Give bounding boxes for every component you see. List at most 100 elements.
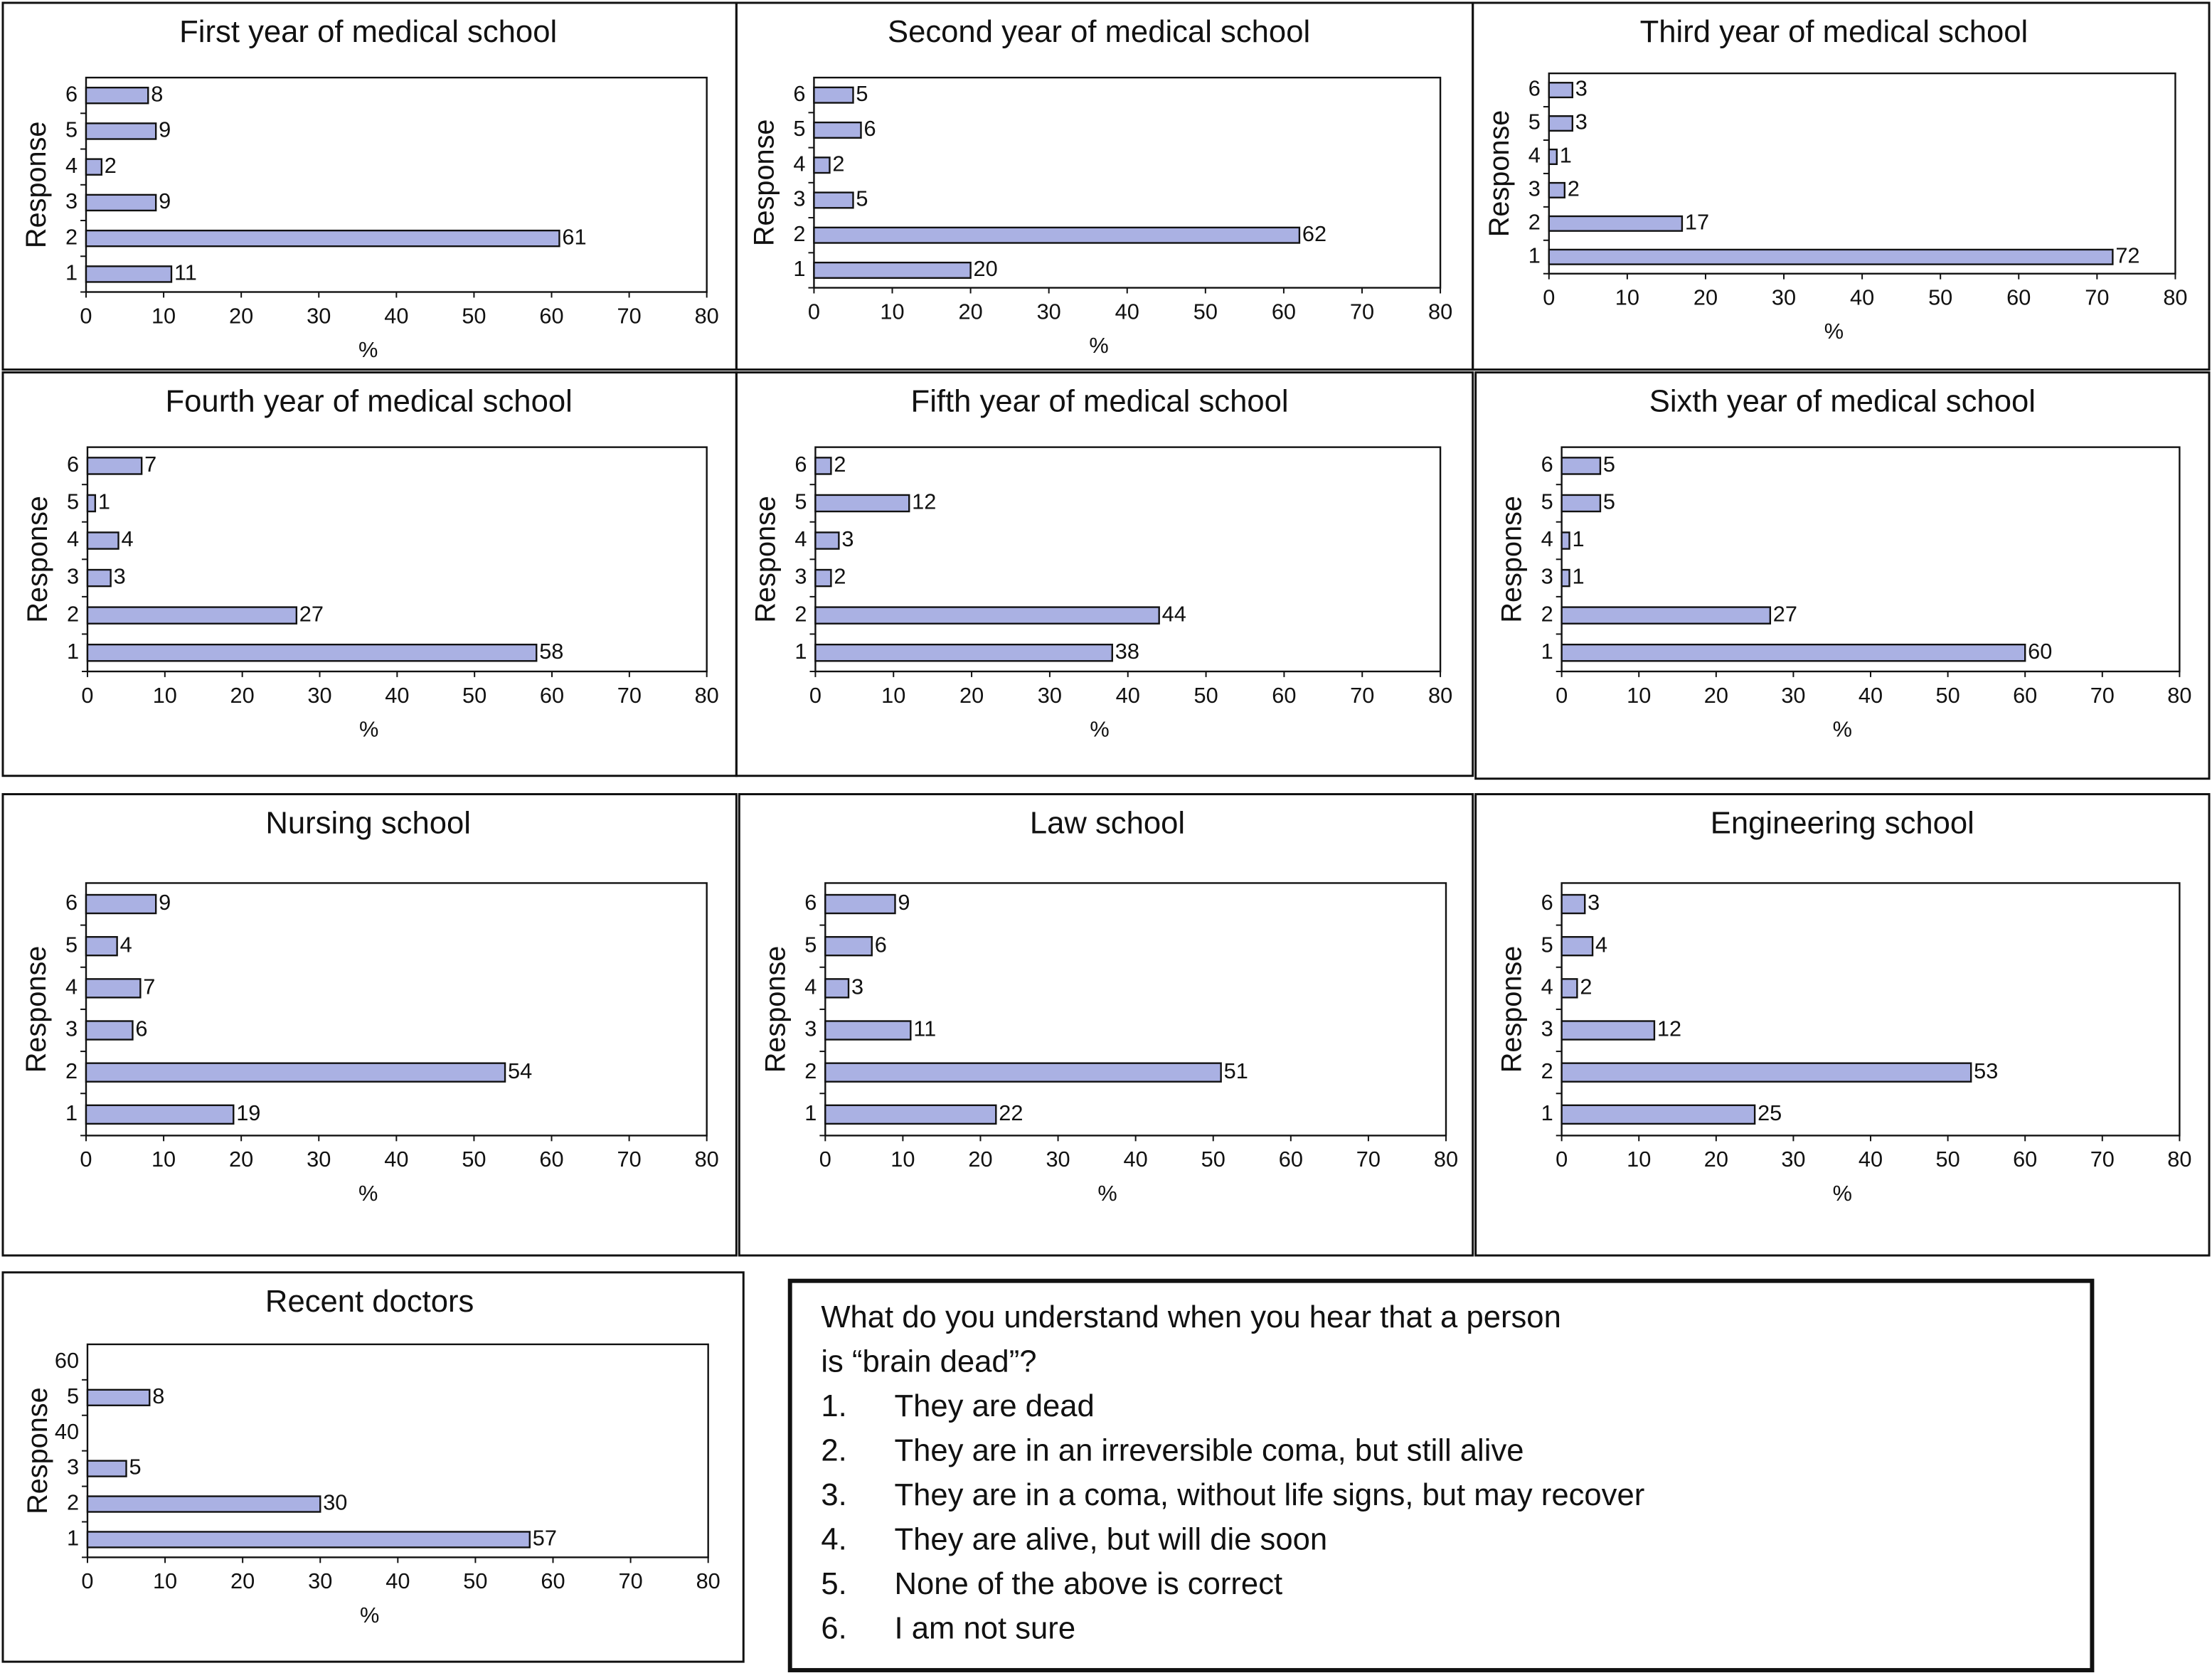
x-tick-label: 60 bbox=[1279, 1147, 1303, 1172]
x-tick-label: 70 bbox=[2085, 285, 2109, 310]
value-label: 4 bbox=[1595, 932, 1607, 957]
option-number: 1. bbox=[821, 1389, 846, 1423]
x-tick-label: 80 bbox=[1434, 1147, 1458, 1172]
x-tick-label: 50 bbox=[462, 683, 486, 708]
value-label: 2 bbox=[1568, 176, 1580, 201]
y-tick-label: 4 bbox=[65, 153, 78, 178]
value-label: 61 bbox=[562, 224, 586, 249]
x-tick-label: 0 bbox=[808, 299, 820, 324]
value-label: 12 bbox=[912, 489, 936, 514]
bar bbox=[85, 86, 149, 105]
x-tick-label: 80 bbox=[1428, 299, 1452, 324]
chart-title: Engineering school bbox=[1711, 807, 1974, 841]
y-tick-label: 4 bbox=[804, 974, 817, 999]
y-tick-label: 1 bbox=[65, 260, 78, 285]
x-tick-label: 60 bbox=[540, 683, 564, 708]
bar bbox=[85, 158, 102, 176]
x-tick-label: 50 bbox=[1928, 285, 1952, 310]
x-tick-label: 50 bbox=[462, 303, 486, 328]
y-tick-label: 6 bbox=[1541, 452, 1553, 477]
y-tick-label: 3 bbox=[793, 186, 805, 211]
y-tick-label: 3 bbox=[1541, 1016, 1553, 1041]
y-tick-label: 3 bbox=[1541, 564, 1553, 589]
y-tick-label: 1 bbox=[793, 256, 805, 281]
y-tick-label: 4 bbox=[1541, 974, 1553, 999]
x-tick-label: 50 bbox=[1193, 683, 1218, 708]
y-tick-label: 3 bbox=[67, 1455, 79, 1480]
bar bbox=[86, 531, 119, 550]
value-label: 57 bbox=[533, 1526, 557, 1551]
x-tick-label: 60 bbox=[539, 303, 563, 328]
chart-title: Third year of medical school bbox=[1640, 15, 2028, 49]
value-label: 1 bbox=[1572, 564, 1584, 589]
option-text: They are in a coma, without life signs, … bbox=[894, 1478, 1644, 1512]
x-tick-label: 70 bbox=[617, 1147, 642, 1172]
y-axis-label: Response bbox=[1484, 110, 1515, 238]
value-label: 3 bbox=[114, 564, 126, 589]
x-tick-label: 20 bbox=[1693, 285, 1718, 310]
y-axis-label: Response bbox=[750, 496, 781, 623]
x-tick-label: 10 bbox=[151, 1147, 176, 1172]
y-tick-label: 2 bbox=[65, 224, 78, 249]
y-tick-label: 1 bbox=[1528, 243, 1541, 267]
chart-title: Law school bbox=[1030, 807, 1185, 841]
x-tick-label: 10 bbox=[151, 303, 176, 328]
bar bbox=[86, 568, 112, 588]
y-axis-label: Response bbox=[22, 1387, 53, 1514]
bar bbox=[86, 1531, 531, 1549]
plot-frame bbox=[814, 446, 1442, 673]
x-axis-label: % bbox=[358, 337, 378, 362]
value-label: 6 bbox=[875, 932, 887, 957]
x-tick-label: 80 bbox=[695, 1147, 719, 1172]
x-tick-label: 20 bbox=[230, 1568, 255, 1593]
value-label: 25 bbox=[1758, 1100, 1782, 1125]
x-tick-label: 10 bbox=[1615, 285, 1639, 310]
x-tick-label: 0 bbox=[81, 683, 93, 708]
bar bbox=[824, 935, 873, 957]
y-tick-label: 5 bbox=[65, 117, 78, 142]
x-tick-label: 20 bbox=[229, 303, 253, 328]
y-axis-label: Response bbox=[748, 120, 780, 247]
y-tick-label: 2 bbox=[804, 1058, 817, 1083]
bar bbox=[1548, 248, 2114, 265]
plot-frame bbox=[85, 882, 708, 1137]
bar bbox=[1560, 494, 1602, 513]
panel-border bbox=[738, 793, 1474, 1257]
y-tick-label: 5 bbox=[1528, 110, 1541, 134]
bar bbox=[86, 643, 538, 662]
y-tick-label: 6 bbox=[1528, 76, 1541, 101]
bar bbox=[1548, 215, 1684, 232]
x-tick-label: 80 bbox=[1428, 683, 1452, 708]
bar bbox=[1560, 1062, 1972, 1083]
value-label: 9 bbox=[159, 890, 171, 915]
value-label: 1 bbox=[98, 489, 110, 514]
bar bbox=[86, 1495, 321, 1513]
panel-border bbox=[735, 371, 1474, 777]
x-tick-label: 30 bbox=[1772, 285, 1796, 310]
value-label: 9 bbox=[159, 117, 171, 142]
x-tick-label: 80 bbox=[696, 1568, 721, 1593]
y-tick-label: 5 bbox=[65, 932, 78, 957]
x-tick-label: 0 bbox=[819, 1147, 831, 1172]
panel-border bbox=[1474, 793, 2211, 1257]
y-axis-label: Response bbox=[760, 946, 791, 1073]
option-number: 6. bbox=[821, 1611, 846, 1645]
x-axis-label: % bbox=[1097, 1181, 1117, 1206]
value-label: 8 bbox=[151, 81, 163, 106]
x-tick-label: 40 bbox=[385, 683, 409, 708]
x-tick-label: 40 bbox=[1859, 1147, 1883, 1172]
value-label: 5 bbox=[856, 81, 868, 106]
bar bbox=[1560, 568, 1570, 588]
bar bbox=[813, 191, 854, 209]
x-tick-label: 0 bbox=[1543, 285, 1555, 310]
y-tick-label: 3 bbox=[1528, 176, 1541, 201]
value-label: 2 bbox=[105, 153, 117, 178]
panel-border bbox=[1, 1271, 745, 1663]
plot-frame bbox=[86, 1343, 709, 1558]
y-tick-label: 4 bbox=[67, 526, 79, 551]
x-tick-label: 20 bbox=[958, 299, 982, 324]
bar bbox=[86, 606, 298, 625]
bar bbox=[814, 568, 832, 588]
bar bbox=[86, 1388, 151, 1406]
